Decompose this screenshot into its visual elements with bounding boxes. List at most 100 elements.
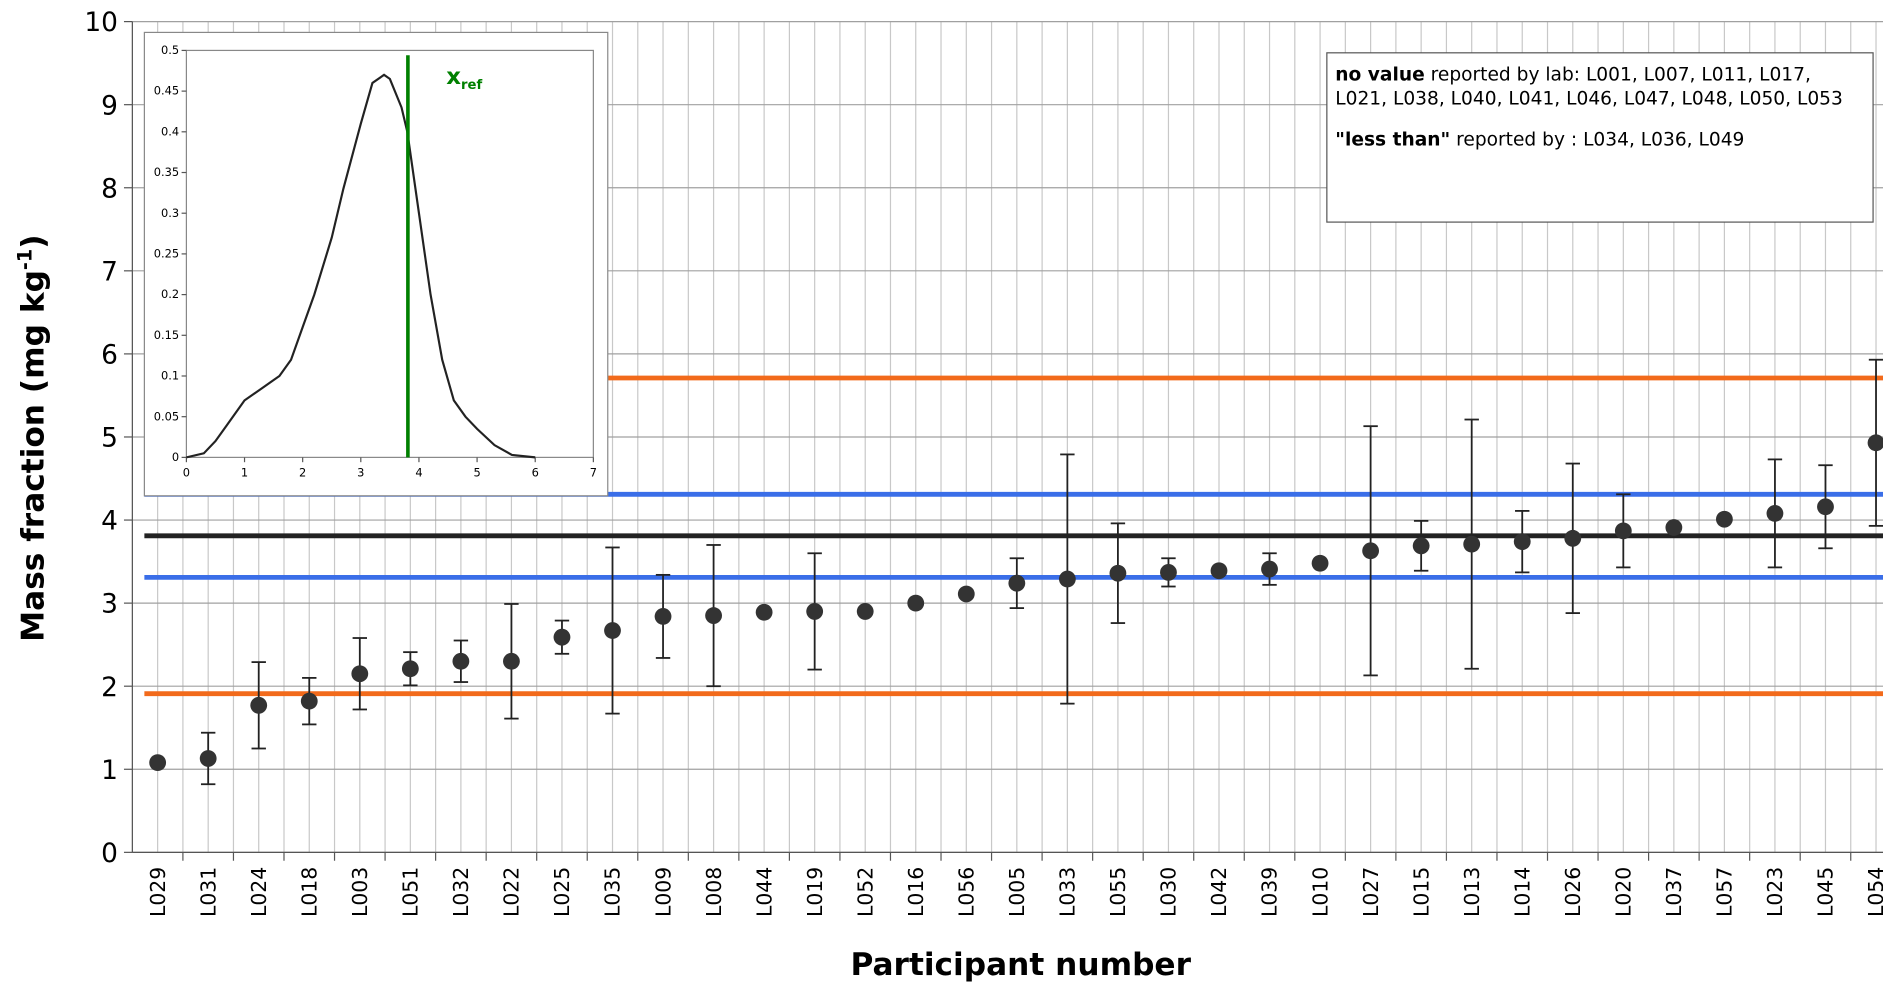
inset-y-tick-label: 0.35 bbox=[154, 165, 179, 179]
inset-y-tick-label: 0 bbox=[172, 450, 179, 464]
inset-x-tick-label: 5 bbox=[473, 466, 480, 480]
x-tick-label: L010 bbox=[1308, 867, 1332, 917]
data-point bbox=[957, 585, 975, 603]
data-point bbox=[1463, 535, 1481, 553]
data-point bbox=[199, 750, 217, 767]
y-tick-label: 1 bbox=[101, 755, 118, 786]
note-box bbox=[1326, 52, 1874, 223]
data-point bbox=[755, 603, 773, 621]
xref-label-sub: ref bbox=[461, 78, 482, 93]
x-tick-label: L029 bbox=[146, 867, 170, 917]
xref-label: xref bbox=[446, 64, 482, 93]
note-bold: no value bbox=[1335, 63, 1425, 86]
data-point bbox=[654, 608, 672, 625]
x-tick-label: L003 bbox=[348, 867, 372, 917]
inset-x-tick-label: 7 bbox=[590, 466, 597, 480]
data-point bbox=[1513, 533, 1531, 551]
data-point bbox=[1311, 554, 1329, 572]
y-label-text: Mass fraction (mg kg bbox=[16, 270, 52, 642]
y-label-sup: -1 bbox=[14, 249, 37, 270]
data-point bbox=[907, 594, 925, 612]
x-tick-label: L051 bbox=[399, 867, 423, 917]
y-tick-label: 2 bbox=[101, 672, 118, 703]
notes: no value reported by lab: L001, L007, L0… bbox=[1335, 62, 1866, 151]
inset-y-tick-label: 0.05 bbox=[154, 409, 179, 423]
y-tick-label: 4 bbox=[101, 506, 118, 537]
x-tick-label: L045 bbox=[1814, 867, 1838, 917]
y-tick-label: 3 bbox=[101, 589, 118, 620]
x-tick-label: L020 bbox=[1612, 867, 1636, 917]
data-point bbox=[1008, 574, 1026, 592]
data-point bbox=[351, 665, 369, 683]
x-tick-label: L016 bbox=[904, 867, 928, 917]
data-point bbox=[1109, 564, 1127, 582]
x-tick-label: L009 bbox=[651, 867, 675, 917]
x-tick-label: L037 bbox=[1662, 867, 1686, 917]
data-point bbox=[1766, 505, 1784, 522]
data-point bbox=[1614, 522, 1632, 540]
x-tick-label: L026 bbox=[1561, 867, 1585, 917]
inset-plot: 0 0.05 0.1 0.15 0.2 0.25 0.3 0.35 0.4 0.45 0.5 0 1 2 3… bbox=[143, 31, 609, 497]
x-tick-label: L019 bbox=[803, 867, 827, 917]
x-tick-label: L027 bbox=[1359, 867, 1383, 917]
data-point bbox=[856, 603, 874, 620]
data-point bbox=[1715, 510, 1733, 528]
inset-x-tick-label: 2 bbox=[299, 466, 306, 480]
inset-x-tick-label: 3 bbox=[357, 466, 364, 480]
y-tick-label: 9 bbox=[101, 90, 118, 121]
x-tick-label: L018 bbox=[297, 867, 321, 917]
data-point bbox=[452, 652, 470, 670]
note-bold: "less than" bbox=[1335, 128, 1451, 151]
x-axis-label: Participant number bbox=[850, 947, 1191, 983]
data-point bbox=[1261, 560, 1278, 578]
y-tick-label: 8 bbox=[101, 173, 118, 204]
y-label-end: ) bbox=[16, 234, 52, 248]
x-tick-label: L056 bbox=[954, 867, 978, 917]
inset-y-tick-label: 0.3 bbox=[161, 206, 179, 220]
inset-x-tick-label: 1 bbox=[241, 466, 248, 480]
x-tick-label: L023 bbox=[1763, 867, 1787, 917]
x-tick-label: L008 bbox=[702, 867, 726, 917]
x-tick-label: L052 bbox=[853, 867, 877, 917]
inset-y-tick-label: 0.45 bbox=[154, 84, 179, 98]
x-tick-label: L024 bbox=[247, 867, 271, 917]
inset-plot-area bbox=[185, 49, 594, 458]
y-tick-label: 5 bbox=[101, 423, 118, 454]
x-tick-label: L057 bbox=[1713, 867, 1737, 917]
data-point bbox=[300, 692, 318, 710]
inset-y-tick-label: 0.15 bbox=[154, 328, 179, 342]
x-tick-label: L033 bbox=[1056, 867, 1080, 917]
x-tick-label: L030 bbox=[1157, 867, 1181, 917]
x-tick-label: L014 bbox=[1510, 867, 1534, 917]
data-point bbox=[1362, 542, 1380, 560]
y-axis-label: Mass fraction (mg kg-1) bbox=[14, 234, 52, 641]
y-tick-label: 6 bbox=[101, 340, 118, 371]
data-point bbox=[705, 607, 722, 624]
x-tick-label: L031 bbox=[196, 867, 220, 917]
data-point bbox=[1817, 498, 1834, 516]
note: "less than" reported by : L034, L036, L0… bbox=[1335, 127, 1866, 151]
data-point bbox=[401, 660, 419, 678]
data-point bbox=[250, 696, 268, 714]
x-tick-label: L044 bbox=[752, 867, 776, 917]
inset-y-tick-label: 0.5 bbox=[161, 43, 179, 57]
x-tick-label: L022 bbox=[500, 867, 524, 917]
data-point bbox=[553, 628, 571, 646]
y-tick-label: 7 bbox=[101, 256, 118, 287]
density-curve bbox=[186, 73, 536, 459]
x-tick-label: L025 bbox=[550, 867, 574, 917]
data-point bbox=[1412, 537, 1430, 555]
data-point bbox=[1564, 529, 1582, 547]
inset-y-tick-label: 0.25 bbox=[154, 247, 179, 261]
x-tick-label: L054 bbox=[1864, 867, 1883, 917]
note-text: reported by lab: L001, L007, L011, L017,… bbox=[1335, 63, 1843, 110]
inset-y-tick-label: 0.2 bbox=[161, 287, 179, 301]
data-point bbox=[503, 652, 520, 670]
inset-x-tick-label: 4 bbox=[415, 466, 422, 480]
x-tick-label: L032 bbox=[449, 867, 473, 917]
data-point bbox=[806, 603, 824, 620]
inset-x-tick-label: 6 bbox=[532, 466, 539, 480]
note-text: reported by : L034, L036, L049 bbox=[1450, 128, 1745, 151]
data-point bbox=[1160, 563, 1177, 581]
